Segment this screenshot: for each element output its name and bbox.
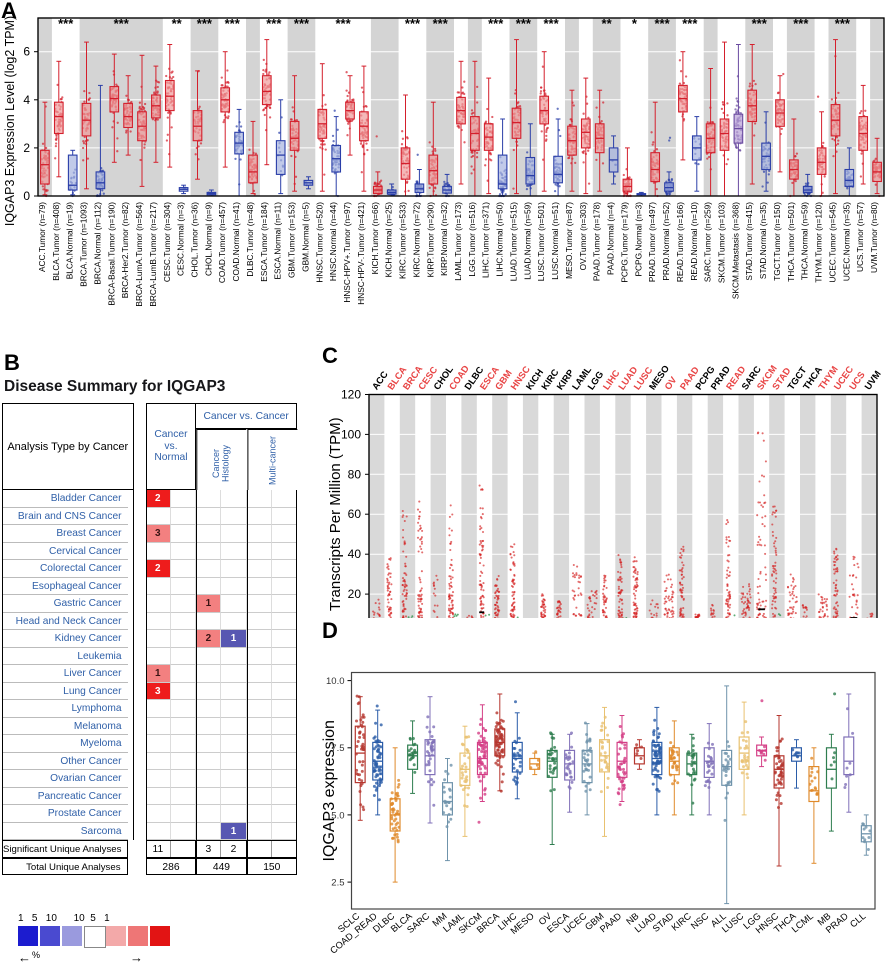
svg-text:Transcripts Per Million (TPM): Transcripts Per Million (TPM) bbox=[327, 417, 344, 611]
svg-text:KIRP.Tumor (n=290): KIRP.Tumor (n=290) bbox=[425, 202, 435, 278]
svg-text:100: 100 bbox=[341, 427, 361, 441]
svg-text:TGCT.Tumor (n=150): TGCT.Tumor (n=150) bbox=[772, 202, 782, 281]
svg-text:UCS.Tumor (n=57): UCS.Tumor (n=57) bbox=[855, 202, 865, 272]
svg-text:20: 20 bbox=[348, 587, 362, 601]
svg-text:KICH.Normal (n=25): KICH.Normal (n=25) bbox=[384, 202, 394, 278]
svg-text:STAD.Tumor (n=415): STAD.Tumor (n=415) bbox=[744, 202, 754, 281]
svg-text:READ.Tumor (n=166): READ.Tumor (n=166) bbox=[675, 202, 685, 282]
svg-text:PCPG.Normal (n=3): PCPG.Normal (n=3) bbox=[633, 202, 643, 277]
svg-text:THCA.Tumor (n=501): THCA.Tumor (n=501) bbox=[786, 202, 796, 282]
svg-text:SARC.Tumor (n=259): SARC.Tumor (n=259) bbox=[703, 202, 713, 282]
svg-text:OV.Tumor (n=303): OV.Tumor (n=303) bbox=[578, 202, 588, 271]
svg-text:LIHC.Tumor (n=371): LIHC.Tumor (n=371) bbox=[481, 202, 491, 278]
svg-text:UVM.Tumor (n=80): UVM.Tumor (n=80) bbox=[869, 202, 879, 273]
svg-text:60: 60 bbox=[348, 507, 362, 521]
svg-text:LAML.Tumor (n=173): LAML.Tumor (n=173) bbox=[453, 202, 463, 281]
svg-text:KIRC.Normal (n=72): KIRC.Normal (n=72) bbox=[411, 202, 421, 278]
svg-text:THYM.Tumor (n=120): THYM.Tumor (n=120) bbox=[814, 202, 824, 283]
svg-text:PRAD.Tumor (n=497): PRAD.Tumor (n=497) bbox=[647, 202, 657, 282]
svg-text:LUSC.Tumor (n=501): LUSC.Tumor (n=501) bbox=[536, 202, 546, 281]
svg-text:SKCM.Tumor (n=103): SKCM.Tumor (n=103) bbox=[717, 202, 727, 283]
svg-text:HNSC-HPV-.Tumor (n=421): HNSC-HPV-.Tumor (n=421) bbox=[356, 202, 366, 305]
svg-text:KICH.Tumor (n=66): KICH.Tumor (n=66) bbox=[370, 202, 380, 275]
svg-text:40: 40 bbox=[348, 547, 362, 561]
svg-text:120: 120 bbox=[341, 388, 361, 402]
svg-text:STAD.Normal (n=35): STAD.Normal (n=35) bbox=[758, 202, 768, 279]
svg-text:THCA.Normal (n=59): THCA.Normal (n=59) bbox=[800, 202, 810, 280]
svg-text:LUSC.Normal (n=51): LUSC.Normal (n=51) bbox=[550, 202, 560, 280]
svg-text:KIRP.Normal (n=32): KIRP.Normal (n=32) bbox=[439, 202, 449, 276]
svg-text:PAAD.Tumor (n=178): PAAD.Tumor (n=178) bbox=[592, 202, 602, 281]
svg-text:LUAD.Tumor (n=515): LUAD.Tumor (n=515) bbox=[509, 202, 519, 281]
svg-text:PCPG.Tumor (n=179): PCPG.Tumor (n=179) bbox=[619, 202, 629, 283]
svg-text:PAAD.Normal (n=4): PAAD.Normal (n=4) bbox=[606, 202, 616, 275]
svg-text:READ.Normal (n=10): READ.Normal (n=10) bbox=[689, 202, 699, 281]
svg-text:80: 80 bbox=[348, 467, 362, 481]
svg-text:LGG.Tumor (n=516): LGG.Tumor (n=516) bbox=[467, 202, 477, 277]
svg-text:UCEC.Normal (n=35): UCEC.Normal (n=35) bbox=[841, 202, 851, 281]
svg-text:SKCM.Metastasis (n=368): SKCM.Metastasis (n=368) bbox=[730, 202, 740, 299]
svg-text:LIHC.Normal (n=50): LIHC.Normal (n=50) bbox=[495, 202, 505, 277]
svg-text:PRAD.Normal (n=52): PRAD.Normal (n=52) bbox=[661, 202, 671, 281]
svg-text:HNSC-HPV+.Tumor (n=97): HNSC-HPV+.Tumor (n=97) bbox=[342, 202, 352, 303]
svg-text:KIRC.Tumor (n=533): KIRC.Tumor (n=533) bbox=[398, 202, 408, 279]
svg-text:C: C bbox=[322, 343, 338, 368]
svg-text:MESO.Tumor (n=87): MESO.Tumor (n=87) bbox=[564, 202, 574, 279]
svg-text:LUAD.Normal (n=59): LUAD.Normal (n=59) bbox=[522, 202, 532, 280]
svg-text:UCEC.Tumor (n=545): UCEC.Tumor (n=545) bbox=[828, 202, 838, 283]
